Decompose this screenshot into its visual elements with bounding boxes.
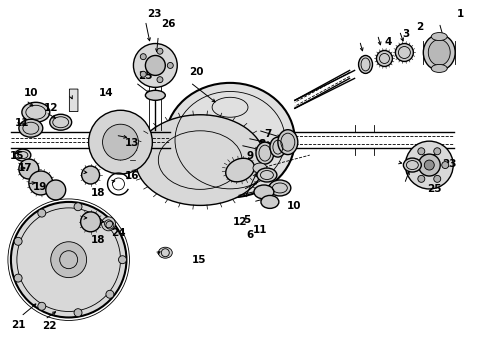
Text: 15: 15 (10, 150, 25, 161)
Text: 5: 5 (243, 215, 250, 225)
Text: 25: 25 (427, 184, 441, 194)
Ellipse shape (146, 90, 165, 100)
Circle shape (14, 237, 22, 245)
Ellipse shape (261, 195, 279, 208)
Circle shape (434, 148, 441, 155)
Circle shape (11, 202, 126, 318)
Ellipse shape (376, 50, 392, 67)
Text: 3: 3 (402, 30, 410, 39)
Circle shape (119, 256, 126, 264)
Circle shape (19, 159, 39, 179)
Text: 6: 6 (246, 230, 253, 239)
Circle shape (74, 309, 82, 317)
Text: 9: 9 (246, 150, 253, 161)
Circle shape (133, 44, 177, 87)
Ellipse shape (270, 137, 286, 157)
Text: 24: 24 (111, 228, 125, 238)
Ellipse shape (15, 149, 31, 161)
Text: 12: 12 (44, 103, 58, 113)
Text: 11: 11 (15, 118, 30, 128)
Ellipse shape (253, 163, 267, 173)
FancyBboxPatch shape (70, 89, 78, 112)
Ellipse shape (257, 168, 277, 182)
Text: 15: 15 (192, 255, 206, 265)
Ellipse shape (165, 83, 295, 197)
Ellipse shape (423, 35, 455, 71)
Text: 14: 14 (99, 88, 114, 98)
Circle shape (418, 175, 425, 183)
Circle shape (29, 171, 53, 195)
Circle shape (106, 221, 114, 229)
Circle shape (146, 55, 165, 75)
Ellipse shape (428, 40, 450, 66)
Circle shape (46, 180, 66, 200)
Ellipse shape (22, 102, 50, 122)
Circle shape (106, 290, 114, 298)
Text: 4: 4 (384, 37, 392, 47)
Circle shape (157, 48, 163, 54)
Ellipse shape (135, 115, 265, 206)
Circle shape (418, 148, 425, 155)
Text: 19: 19 (33, 182, 47, 192)
Ellipse shape (431, 64, 447, 72)
Ellipse shape (256, 142, 274, 164)
Circle shape (101, 217, 116, 231)
Text: 13: 13 (124, 138, 139, 148)
Ellipse shape (403, 158, 421, 172)
Circle shape (424, 160, 434, 170)
Circle shape (442, 162, 449, 168)
Circle shape (157, 77, 163, 83)
Text: 23: 23 (147, 9, 162, 19)
Text: 18: 18 (90, 235, 105, 245)
Circle shape (38, 302, 46, 310)
Text: 1: 1 (457, 9, 465, 19)
Circle shape (82, 166, 99, 184)
Circle shape (51, 242, 87, 278)
Ellipse shape (278, 130, 298, 154)
Text: 20: 20 (189, 67, 203, 77)
Text: 22: 22 (43, 321, 57, 331)
Ellipse shape (395, 44, 414, 62)
Ellipse shape (431, 32, 447, 41)
Text: 7: 7 (265, 129, 272, 139)
Circle shape (140, 71, 146, 77)
Ellipse shape (254, 185, 274, 199)
Ellipse shape (269, 180, 291, 196)
Text: 10: 10 (287, 201, 301, 211)
Ellipse shape (226, 158, 254, 182)
Text: 16: 16 (124, 171, 139, 181)
Text: 11: 11 (252, 225, 267, 235)
Ellipse shape (359, 55, 372, 73)
Text: 26: 26 (161, 19, 175, 30)
Circle shape (89, 110, 152, 174)
Text: 26: 26 (422, 154, 437, 164)
Circle shape (410, 162, 417, 168)
Circle shape (102, 124, 138, 160)
Circle shape (418, 154, 440, 176)
Circle shape (405, 141, 453, 189)
Text: 12: 12 (232, 217, 247, 226)
Circle shape (140, 54, 146, 60)
Text: 25: 25 (138, 71, 153, 81)
Circle shape (74, 203, 82, 211)
Ellipse shape (50, 114, 72, 130)
Text: 23: 23 (442, 158, 456, 168)
Text: 2: 2 (416, 22, 423, 32)
Ellipse shape (158, 247, 172, 258)
Text: 10: 10 (24, 88, 38, 98)
Ellipse shape (19, 119, 43, 137)
Circle shape (14, 274, 22, 282)
Text: 18: 18 (90, 188, 105, 198)
Circle shape (38, 209, 46, 217)
Circle shape (81, 212, 100, 232)
Circle shape (167, 62, 173, 68)
Text: 8: 8 (258, 139, 265, 149)
Text: 21: 21 (11, 320, 26, 330)
Circle shape (434, 175, 441, 183)
Text: 17: 17 (18, 163, 33, 173)
